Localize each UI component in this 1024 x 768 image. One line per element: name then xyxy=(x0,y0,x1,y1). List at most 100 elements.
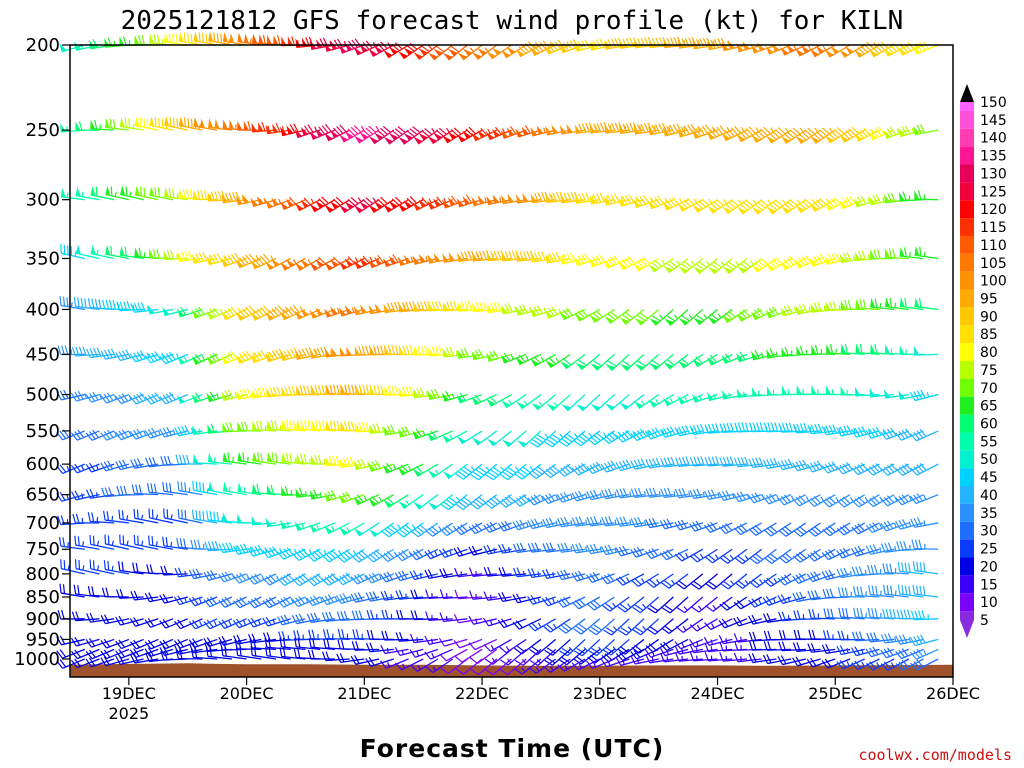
wind-barb xyxy=(90,119,115,131)
wind-barb xyxy=(397,463,424,476)
wind-barb xyxy=(719,456,748,467)
wind-barb xyxy=(438,548,468,559)
wind-barb xyxy=(324,522,350,535)
colorbar-swatch xyxy=(960,450,974,469)
wind-barb xyxy=(899,345,924,356)
wind-barb xyxy=(910,517,939,528)
wind-barb xyxy=(571,516,600,527)
wind-barb xyxy=(497,618,527,629)
wind-barb xyxy=(691,573,718,590)
wind-barb xyxy=(116,301,144,312)
wind-barb xyxy=(674,638,704,650)
wind-barb xyxy=(647,618,674,635)
wind-barb xyxy=(133,534,159,550)
colorbar-swatch xyxy=(960,396,974,415)
wind-barb xyxy=(89,559,115,575)
wind-barb xyxy=(252,451,277,465)
wind-barb xyxy=(527,568,556,579)
wind-barb xyxy=(294,308,321,320)
wind-barb xyxy=(822,494,851,508)
colorbar-label: 140 xyxy=(980,131,1007,147)
wind-barb xyxy=(117,561,144,575)
wind-barb xyxy=(795,303,821,315)
wind-barb xyxy=(807,548,836,562)
wind-barb xyxy=(722,257,748,275)
y-tick-label: 550 xyxy=(26,421,60,442)
wind-barb xyxy=(912,561,939,575)
wind-barb xyxy=(794,255,821,269)
wind-barb xyxy=(718,522,748,535)
wind-barb xyxy=(630,648,659,660)
wind-barb xyxy=(590,394,615,412)
wind-barb xyxy=(718,618,748,629)
wind-barb xyxy=(545,124,571,136)
wind-barb xyxy=(207,190,232,202)
wind-barb xyxy=(836,567,865,579)
wind-barb xyxy=(471,348,497,361)
wind-barb xyxy=(734,573,763,589)
wind-barb xyxy=(821,461,851,474)
wind-barb xyxy=(664,308,689,326)
wind-barb xyxy=(910,463,939,476)
wind-barb xyxy=(824,44,851,58)
wind-barb xyxy=(409,570,439,581)
wind-barb xyxy=(470,658,498,676)
colorbar-label: 25 xyxy=(980,542,998,558)
wind-barb xyxy=(704,548,733,564)
wind-barb xyxy=(486,393,512,407)
wind-barb xyxy=(291,613,321,625)
wind-barb xyxy=(914,190,939,201)
wind-barb xyxy=(397,425,424,438)
wind-barb xyxy=(338,305,365,317)
wind-barb xyxy=(748,457,777,469)
wind-barb xyxy=(56,492,85,502)
wind-barb xyxy=(840,385,865,396)
wind-barb xyxy=(766,348,792,359)
wind-barb xyxy=(307,649,335,660)
wind-barb xyxy=(719,548,748,564)
wind-barb xyxy=(541,596,571,607)
wind-barb xyxy=(587,430,615,446)
wind-barb xyxy=(159,646,188,656)
wind-barb xyxy=(485,658,512,676)
wind-barb xyxy=(632,596,660,614)
y-tick-label: 750 xyxy=(26,539,60,560)
wind-barb xyxy=(383,494,409,509)
wind-barb xyxy=(413,128,439,145)
colorbar-label: 5 xyxy=(980,613,989,629)
wind-barb xyxy=(353,458,380,470)
wind-barb xyxy=(693,257,718,275)
wind-barb xyxy=(250,195,277,208)
wind-barb xyxy=(576,394,601,412)
y-tick-label: 450 xyxy=(26,344,60,365)
wind-barb xyxy=(324,490,350,502)
colorbar-label: 55 xyxy=(980,434,998,450)
wind-barb xyxy=(235,194,262,206)
wind-barb xyxy=(133,508,159,524)
wind-barb xyxy=(457,301,483,312)
wind-barb xyxy=(648,257,674,273)
wind-barb xyxy=(675,618,704,633)
wind-barb xyxy=(602,638,630,656)
wind-barb xyxy=(648,394,674,408)
wind-barb xyxy=(662,123,689,137)
wind-barb xyxy=(499,658,527,675)
wind-barb xyxy=(455,658,483,675)
colorbar-label: 40 xyxy=(980,488,998,504)
wind-barb xyxy=(542,618,571,633)
wind-barb xyxy=(87,298,115,311)
wind-barb xyxy=(778,641,806,652)
wind-barb xyxy=(265,123,291,135)
wind-barb xyxy=(193,453,218,465)
wind-barb xyxy=(589,308,615,323)
wind-barb xyxy=(427,253,453,264)
wind-barb xyxy=(144,592,174,603)
wind-barb xyxy=(380,548,409,562)
wind-barb xyxy=(322,629,350,641)
wind-barb xyxy=(866,463,895,476)
wind-barb xyxy=(837,630,865,641)
wind-barb xyxy=(221,350,247,365)
wind-barb xyxy=(235,350,262,365)
wind-barb xyxy=(204,540,232,552)
wind-barb xyxy=(721,390,748,400)
